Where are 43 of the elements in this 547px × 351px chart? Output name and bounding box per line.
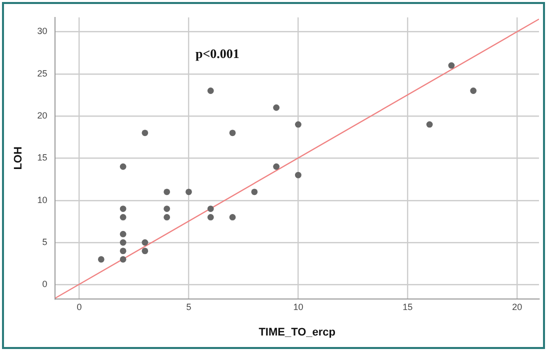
point (120, 239, 126, 246)
y-tick-label: 5 (42, 236, 48, 247)
point (207, 206, 214, 212)
y-tick-label: 15 (37, 152, 48, 163)
point (164, 188, 170, 196)
y-tick-label: 0 (42, 279, 48, 290)
x-tick-label: 0 (76, 302, 82, 312)
point (295, 172, 302, 178)
point (426, 121, 433, 128)
point (120, 256, 126, 263)
point (120, 163, 126, 170)
point (229, 130, 236, 136)
point (470, 88, 477, 94)
point (164, 206, 170, 212)
point (142, 248, 148, 254)
point (251, 188, 258, 196)
point (273, 104, 280, 111)
point (229, 214, 236, 220)
point (98, 256, 104, 263)
point (207, 88, 214, 94)
y-axis-title: LOH (12, 146, 25, 170)
point (186, 188, 192, 196)
point (448, 62, 455, 69)
y-tick-label: 20 (37, 110, 48, 121)
x-tick-label: 20 (512, 302, 522, 312)
y-tick-label: 10 (37, 194, 48, 205)
x-tick-label: 10 (293, 302, 304, 312)
point (164, 214, 170, 220)
point (120, 248, 126, 254)
point (142, 239, 148, 246)
point (120, 230, 126, 238)
x-axis-title: TIME_TO_ercp (258, 326, 336, 338)
point (273, 163, 280, 170)
point (207, 214, 214, 220)
point (120, 214, 126, 220)
point (142, 130, 148, 136)
y-tick-label: 25 (37, 68, 48, 78)
x-tick-label: 5 (186, 302, 192, 312)
x-tick-label: 15 (402, 302, 413, 312)
point (120, 206, 126, 212)
y-tick-label: 30 (37, 26, 48, 36)
annotation: p<0.001 (196, 46, 240, 61)
point (295, 121, 302, 128)
